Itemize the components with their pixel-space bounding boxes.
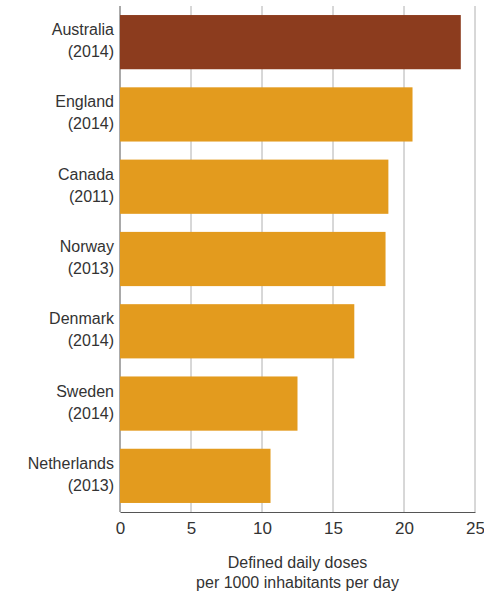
tick: 20 (395, 512, 414, 538)
category-label: Denmark (2014) (49, 311, 115, 350)
category-label: Canada (2011) (58, 166, 114, 205)
tick: 25 (466, 512, 484, 538)
category-label-line: Denmark (49, 311, 115, 328)
category-label: Netherlands (2013) (28, 455, 114, 494)
bar (120, 304, 354, 358)
tick: 5 (187, 512, 196, 538)
bar (120, 232, 386, 286)
tick-label: 0 (116, 519, 125, 538)
tick-label: 5 (187, 519, 196, 538)
category-label: England (2014) (55, 94, 114, 133)
category-label-line: (2014) (68, 43, 114, 60)
category-label: Norway (2013) (60, 238, 114, 277)
x-axis-title-line: Defined daily doses (228, 554, 368, 571)
category-label-line: Canada (58, 166, 114, 183)
x-axis-line (121, 512, 476, 513)
category-label-line: (2013) (68, 260, 114, 277)
category-label-line: (2014) (68, 333, 114, 350)
bar (120, 160, 388, 214)
tick-label: 10 (253, 519, 272, 538)
category-label-line: England (55, 94, 114, 111)
grid-line (404, 6, 405, 512)
category-label-line: (2013) (68, 477, 114, 494)
bar (120, 449, 271, 503)
category-label-line: (2014) (68, 405, 114, 422)
category-label-line: Netherlands (28, 455, 114, 472)
tick-label: 15 (324, 519, 343, 538)
category-label-line: Australia (52, 21, 114, 38)
bars (120, 15, 461, 503)
grid-line (475, 6, 476, 512)
category-label: Australia (2014) (52, 21, 114, 60)
bar (120, 87, 413, 141)
y-axis: Australia (2014) England (2014) Canada (2011)… (28, 21, 115, 494)
tick-label: 25 (466, 519, 484, 538)
plot: 0 5 10 15 20 25 Australia (2014) England (2014) Ca… (28, 6, 484, 538)
category-label-line: Sweden (56, 383, 114, 400)
category-label-line: (2011) (69, 188, 114, 205)
chart: 0 5 10 15 20 25 Australia (2014) England (2014) Ca… (0, 0, 484, 592)
bar (120, 376, 298, 430)
category-label-line: (2014) (68, 116, 114, 133)
tick-label: 20 (395, 519, 414, 538)
x-axis: 0 5 10 15 20 25 (116, 512, 484, 538)
tick: 10 (253, 512, 272, 538)
category-label: Sweden (2014) (56, 383, 114, 422)
tick: 0 (116, 512, 125, 538)
grid (120, 6, 475, 512)
bar (120, 15, 461, 69)
x-axis-title: Defined daily doses per 1000 inhabitants … (196, 554, 399, 591)
tick: 15 (324, 512, 343, 538)
category-label-line: Norway (60, 238, 114, 255)
x-axis-title-line: per 1000 inhabitants per day (196, 574, 399, 591)
